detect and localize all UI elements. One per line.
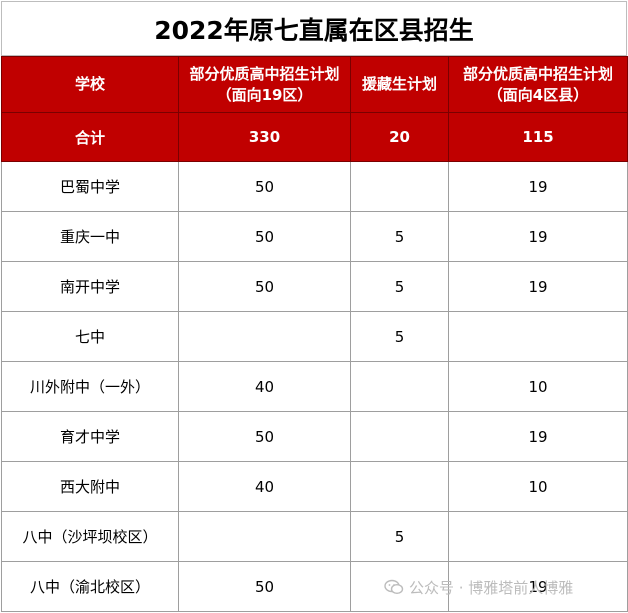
plan-4-value: 19 bbox=[448, 161, 628, 212]
plan-4-value: 10 bbox=[448, 461, 628, 512]
school-name: 育才中学 bbox=[1, 411, 179, 462]
header-plan-19-districts: 部分优质高中招生计划（面向19区） bbox=[178, 56, 351, 113]
plan-19-value: 50 bbox=[178, 411, 351, 462]
aid-value: 5 bbox=[350, 211, 449, 262]
table-row: 育才中学 50 19 bbox=[1, 411, 628, 462]
plan-19-value: 40 bbox=[178, 461, 351, 512]
plan-19-value: 50 bbox=[178, 561, 351, 612]
aid-value: 5 bbox=[350, 261, 449, 312]
header-school: 学校 bbox=[1, 56, 179, 113]
plan-4-value: 19 bbox=[448, 211, 628, 262]
school-name: 川外附中（一外） bbox=[1, 361, 179, 412]
aid-value bbox=[350, 161, 449, 212]
table-row: 巴蜀中学 50 19 bbox=[1, 161, 628, 212]
aid-value: 5 bbox=[350, 311, 449, 362]
header-aid-tibet-plan: 援藏生计划 bbox=[350, 56, 449, 113]
plan-19-value: 50 bbox=[178, 161, 351, 212]
watermark-text: 公众号 · 博雅塔前人博雅 bbox=[409, 578, 574, 597]
plan-19-value: 50 bbox=[178, 261, 351, 312]
table-row: 七中 5 bbox=[1, 311, 628, 362]
aid-value bbox=[350, 411, 449, 462]
table-row: 八中（沙坪坝校区） 5 bbox=[1, 511, 628, 562]
school-name: 七中 bbox=[1, 311, 179, 362]
watermark: 公众号 · 博雅塔前人博雅 bbox=[384, 576, 573, 598]
school-name: 八中（沙坪坝校区） bbox=[1, 511, 179, 562]
plan-4-value: 19 bbox=[448, 411, 628, 462]
header-row: 学校 部分优质高中招生计划（面向19区） 援藏生计划 部分优质高中招生计划（面向… bbox=[1, 56, 628, 113]
total-row: 合计 330 20 115 bbox=[1, 112, 628, 162]
aid-value bbox=[350, 461, 449, 512]
table-row: 南开中学 50 5 19 bbox=[1, 261, 628, 312]
school-name: 巴蜀中学 bbox=[1, 161, 179, 212]
total-plan-4: 115 bbox=[448, 112, 628, 162]
total-label: 合计 bbox=[1, 112, 179, 162]
plan-19-value: 40 bbox=[178, 361, 351, 412]
aid-value bbox=[350, 361, 449, 412]
plan-19-value bbox=[178, 311, 351, 362]
plan-4-value: 10 bbox=[448, 361, 628, 412]
header-plan-4-counties: 部分优质高中招生计划（面向4区县） bbox=[448, 56, 628, 113]
plan-4-value: 19 bbox=[448, 261, 628, 312]
plan-19-value bbox=[178, 511, 351, 562]
table-row: 八中（渝北校区） 50 19 bbox=[1, 561, 628, 612]
table-row: 川外附中（一外） 40 10 bbox=[1, 361, 628, 412]
aid-value: 5 bbox=[350, 511, 449, 562]
enrollment-table: 学校 部分优质高中招生计划（面向19区） 援藏生计划 部分优质高中招生计划（面向… bbox=[1, 56, 628, 612]
school-name: 南开中学 bbox=[1, 261, 179, 312]
school-name: 重庆一中 bbox=[1, 211, 179, 262]
page-title: 2022年原七直属在区县招生 bbox=[1, 1, 627, 56]
plan-19-value: 50 bbox=[178, 211, 351, 262]
plan-4-value bbox=[448, 311, 628, 362]
wechat-icon bbox=[384, 579, 404, 595]
table-row: 西大附中 40 10 bbox=[1, 461, 628, 512]
school-name: 西大附中 bbox=[1, 461, 179, 512]
table-row: 重庆一中 50 5 19 bbox=[1, 211, 628, 262]
plan-4-value bbox=[448, 511, 628, 562]
total-plan-19: 330 bbox=[178, 112, 351, 162]
plan-4-value: 19 bbox=[448, 561, 628, 612]
total-aid: 20 bbox=[350, 112, 449, 162]
school-name: 八中（渝北校区） bbox=[1, 561, 179, 612]
